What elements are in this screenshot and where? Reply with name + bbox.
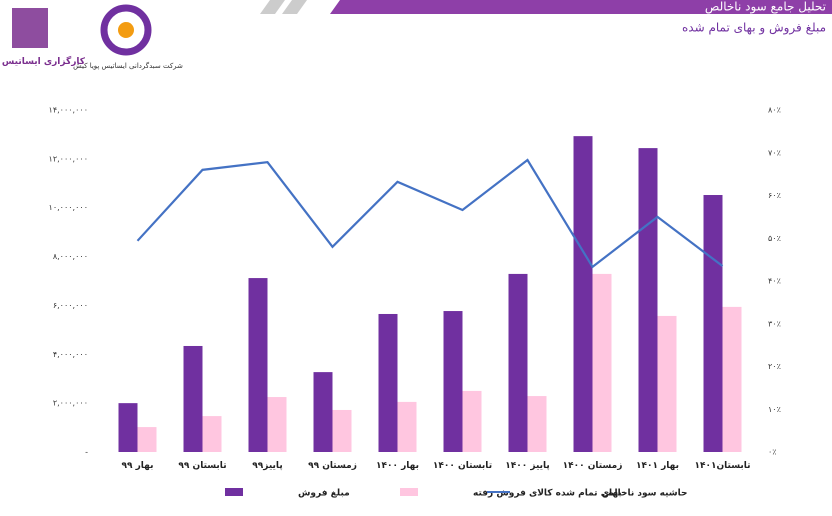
line [136,158,724,269]
x-tick-label: بهار ۹۹ [121,461,153,471]
legend-label: مبلغ فروش [298,489,350,499]
bar [397,401,417,452]
bar [248,278,268,452]
decor [260,0,285,14]
x-tick-label: تابستان ۱۴۰۰ [433,461,492,471]
y-tick-label: ۲,۰۰۰,۰۰۰ [53,399,88,408]
x-tick-label: بهار ۱۴۰۱ [636,461,679,471]
x-tick-label: پاییز۹۹ [252,461,282,471]
y-tick-label: ۶,۰۰۰,۰۰۰ [53,301,88,310]
legend-label: بهای تمام شده کالای فروش رفته [473,489,622,499]
bar [657,315,677,452]
logo-right-icon [118,22,134,38]
bar [573,136,593,453]
x-tick-label: تابستان۱۴۰۱ [694,461,750,471]
bar [703,195,723,453]
legend-swatch [400,488,418,496]
decor [282,0,307,14]
bar [508,273,528,452]
legend-label: حاشیه سود ناخالص [602,489,688,499]
y2-tick-label: ۵۰٪ [768,234,781,243]
x-tick-label: زمستان ۹۹ [308,461,357,471]
bar [592,273,612,452]
chart-title: تحلیل جامع سود ناخالص [705,0,826,15]
bar [267,397,287,452]
y2-tick-label: ۰٪ [768,448,777,457]
y-tick-label: ۱۰,۰۰۰,۰۰۰ [49,203,88,212]
y2-tick-label: ۴۰٪ [768,277,781,286]
y2-tick-label: ۱۰٪ [768,405,781,414]
bar [313,372,333,452]
logo-left-text: کارگزاری ایساتیس پویا [0,55,86,67]
title-banner [330,0,832,14]
bar [443,311,463,452]
bar [332,409,352,452]
logo-right-icon [100,4,152,56]
y-tick-label: ۱۲,۰۰۰,۰۰۰ [49,154,88,163]
legend-swatch [225,488,243,496]
chart-subtitle: مبلغ فروش و بهای تمام شده [682,21,826,36]
y-tick-label: ۸,۰۰۰,۰۰۰ [53,252,88,261]
logo-right-text: شرکت سبدگردانی ایساتیس پویا کیش [73,61,183,70]
y-tick-label: - [85,448,88,457]
bar [118,403,138,452]
x-tick-label: تابستان ۹۹ [178,461,226,471]
bar [722,306,742,452]
y-tick-label: ۱۴,۰۰۰,۰۰۰ [49,106,88,115]
bar [137,427,157,452]
logo-left-icon [12,8,48,48]
bar [183,345,203,452]
y2-tick-label: ۳۰٪ [768,319,781,328]
bar [638,148,658,452]
y2-tick-label: ۶۰٪ [768,191,781,200]
bar [527,396,547,452]
y2-tick-label: ۷۰٪ [768,148,781,157]
bar [202,416,222,452]
x-tick-label: زمستان ۱۴۰۰ [563,461,623,471]
chart: - ۲,۰۰۰,۰۰۰ ۴,۰۰۰,۰۰۰ ۶,۰۰۰,۰۰۰ ۸,۰۰۰,۰۰۰ ۱۰,… [49,106,781,499]
y2-tick-label: ۸۰٪ [768,106,781,115]
y2-tick-label: ۲۰٪ [768,362,781,371]
x-tick-label: پاییز ۱۴۰۰ [505,461,550,471]
bar [378,313,398,452]
bar [462,390,482,452]
x-tick-label: بهار ۱۴۰۰ [376,461,419,471]
y-tick-label: ۴,۰۰۰,۰۰۰ [53,350,88,359]
